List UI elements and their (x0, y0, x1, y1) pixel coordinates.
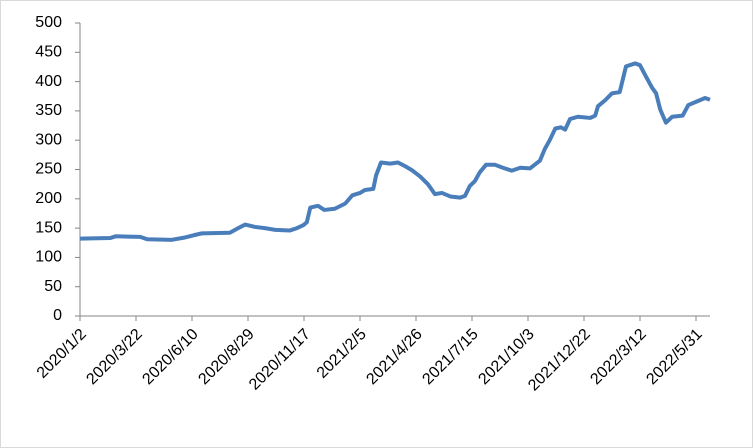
y-tick-label: 350 (35, 102, 62, 119)
y-tick-label: 500 (35, 14, 62, 31)
y-tick-label: 400 (35, 73, 62, 90)
y-tick-label: 450 (35, 44, 62, 61)
y-tick-label: 0 (53, 307, 62, 324)
y-tick-label: 300 (35, 131, 62, 148)
y-tick-label: 100 (35, 249, 62, 266)
y-tick-label: 150 (35, 219, 62, 236)
data-line (79, 61, 711, 242)
y-tick-label: 250 (35, 161, 62, 178)
y-tick-label: 200 (35, 190, 62, 207)
y-tick-label: 50 (44, 278, 62, 295)
